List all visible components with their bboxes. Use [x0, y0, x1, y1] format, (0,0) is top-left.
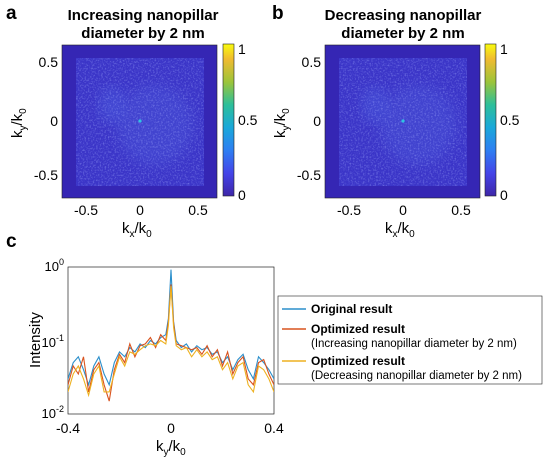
heatmap-b-colorbar	[484, 43, 497, 197]
heatmap-a-center-peak	[138, 119, 142, 123]
line-chart-c-ytick-1: 10-1	[42, 333, 64, 350]
panel-a-title-line2: diameter by 2 nm	[81, 25, 204, 42]
legend-label-decreasing: Optimized result	[311, 354, 405, 368]
legend-sublabel-increasing: (Increasing nanopillar diameter by 2 nm)	[311, 338, 517, 350]
heatmap-a-xtick-2: 0.5	[188, 202, 208, 218]
line-chart-c-xlabel: ky/k0	[156, 438, 186, 458]
series-line-2	[68, 286, 274, 398]
heatmap-a-xlabel: kx/k0	[122, 220, 152, 240]
panel-b-title-line2: diameter by 2 nm	[341, 25, 464, 42]
heatmap-a-cbar-tick-2: 0	[238, 187, 246, 203]
heatmap-b-ytick-1: 0	[313, 113, 321, 129]
heatmap-b-xlabel: kx/k0	[385, 220, 415, 240]
heatmap-b-cbar-tick-2: 0	[500, 187, 508, 203]
heatmap-a-ytick-1: 0	[50, 113, 58, 129]
heatmap-a-cbar-tick-1: 0.5	[238, 112, 258, 128]
heatmap-a	[61, 44, 218, 199]
heatmap-b-ytick-0: 0.5	[302, 54, 322, 70]
heatmap-b	[324, 44, 481, 199]
heatmap-a-xtick-0: -0.5	[74, 202, 98, 218]
heatmap-a-ytick-2: -0.5	[34, 167, 58, 183]
heatmap-b-cbar-tick-0: 1	[500, 41, 508, 57]
heatmap-a-frame	[61, 44, 218, 199]
heatmap-b-cbar-tick-1: 0.5	[500, 112, 520, 128]
legend-label-original: Original result	[311, 302, 392, 316]
line-chart-c-ytick-0: 100	[45, 257, 64, 274]
heatmap-b-xtick-2: 0.5	[451, 202, 471, 218]
heatmap-b-ylabel: ky/k0	[272, 108, 292, 138]
heatmap-a-ylabel: ky/k0	[9, 108, 29, 138]
heatmap-a-ytick-0: 0.5	[39, 54, 59, 70]
legend-box	[277, 295, 543, 385]
panel-a-title-line1: Increasing nanopillar	[68, 7, 219, 24]
line-chart-c-xtick-0: -0.4	[56, 420, 80, 436]
line-chart-c-ylabel: Intensity	[27, 312, 44, 368]
heatmap-b-xtick-0: -0.5	[337, 202, 361, 218]
heatmap-a-xtick-1: 0	[136, 202, 144, 218]
heatmap-a-axes: 0.5 0 -0.5 -0.5 0 0.5 kx/k0 ky/k0 1 0.5 …	[9, 41, 258, 240]
heatmap-b-xtick-1: 0	[399, 202, 407, 218]
line-chart-c-series	[68, 269, 274, 402]
line-chart-c-legend: Original result Optimized result (Increa…	[277, 295, 543, 385]
series-line-1	[68, 284, 274, 402]
heatmap-b-frame	[324, 44, 481, 199]
line-chart-c-ytick-2: 10-2	[42, 404, 64, 421]
panel-letter-b: b	[272, 3, 284, 24]
panel-letter-a: a	[6, 3, 17, 24]
heatmap-b-center-peak	[401, 119, 405, 123]
panel-b-title-line1: Decreasing nanopillar	[325, 7, 482, 24]
series-line-0	[68, 269, 274, 387]
legend-sublabel-decreasing: (Decreasing nanopillar diameter by 2 nm)	[311, 370, 522, 382]
legend-label-increasing: Optimized result	[311, 322, 405, 336]
panel-letter-c: c	[6, 231, 17, 252]
heatmap-b-ytick-2: -0.5	[297, 167, 321, 183]
line-chart-c: 100 10-1 10-2 -0.4 0 0.4 ky/k0 Intensity	[27, 257, 284, 458]
line-chart-c-xtick-1: 0	[167, 420, 175, 436]
heatmap-a-cbar-tick-0: 1	[238, 41, 246, 57]
heatmap-a-colorbar	[222, 43, 235, 197]
line-chart-c-xtick-2: 0.4	[264, 420, 284, 436]
